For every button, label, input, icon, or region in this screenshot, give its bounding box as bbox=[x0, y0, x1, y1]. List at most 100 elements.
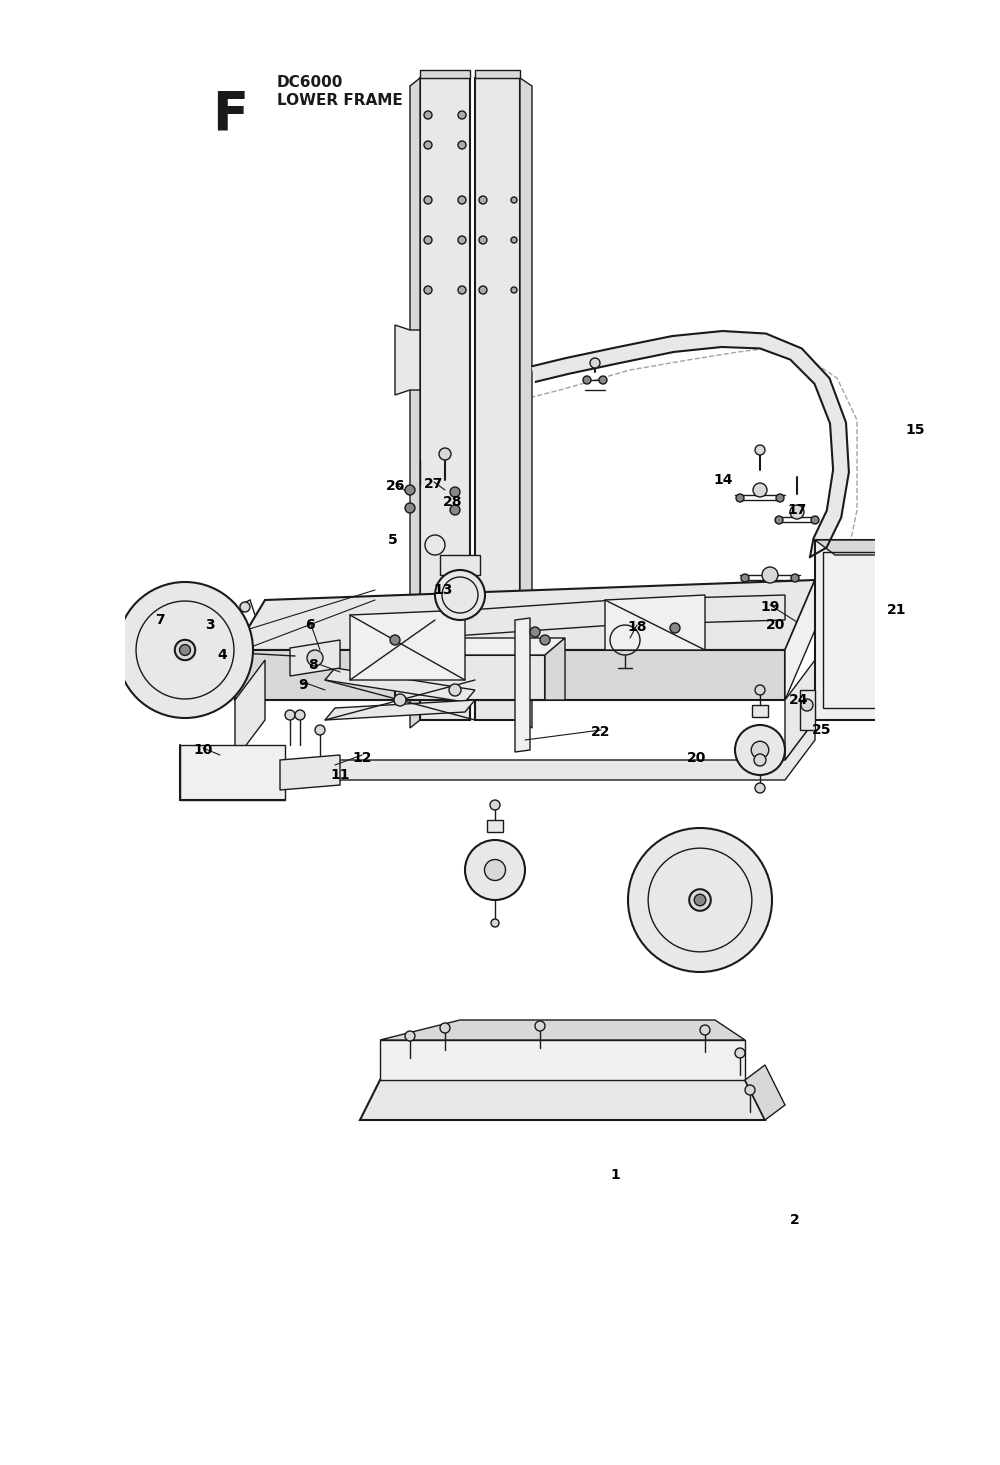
Circle shape bbox=[485, 860, 506, 880]
Circle shape bbox=[424, 196, 432, 204]
Circle shape bbox=[590, 357, 600, 368]
Circle shape bbox=[791, 574, 799, 582]
Circle shape bbox=[458, 141, 466, 149]
Circle shape bbox=[440, 1023, 450, 1033]
Circle shape bbox=[479, 286, 487, 294]
Circle shape bbox=[755, 686, 765, 694]
Polygon shape bbox=[785, 661, 815, 760]
Circle shape bbox=[583, 377, 591, 384]
Circle shape bbox=[458, 196, 466, 204]
Text: 19: 19 bbox=[760, 601, 780, 614]
Polygon shape bbox=[235, 719, 815, 779]
Text: 8: 8 bbox=[308, 658, 318, 672]
Polygon shape bbox=[487, 820, 503, 832]
Text: 27: 27 bbox=[424, 478, 444, 491]
Text: 9: 9 bbox=[298, 678, 308, 691]
Circle shape bbox=[458, 286, 466, 294]
Text: 5: 5 bbox=[388, 533, 398, 546]
Circle shape bbox=[694, 894, 706, 905]
Circle shape bbox=[405, 502, 415, 513]
Circle shape bbox=[240, 602, 250, 612]
Circle shape bbox=[755, 782, 765, 793]
Circle shape bbox=[424, 111, 432, 119]
Polygon shape bbox=[420, 78, 470, 719]
Text: 14: 14 bbox=[713, 473, 733, 486]
Circle shape bbox=[458, 111, 466, 119]
Circle shape bbox=[753, 483, 767, 497]
Circle shape bbox=[700, 1026, 710, 1034]
Text: 6: 6 bbox=[305, 618, 315, 631]
Text: 26: 26 bbox=[386, 479, 406, 494]
Circle shape bbox=[776, 494, 784, 502]
Polygon shape bbox=[325, 700, 475, 719]
Polygon shape bbox=[360, 1080, 765, 1121]
Polygon shape bbox=[815, 541, 905, 555]
Text: 4: 4 bbox=[217, 648, 227, 662]
Text: 7: 7 bbox=[155, 612, 165, 627]
Polygon shape bbox=[520, 78, 532, 728]
Text: 20: 20 bbox=[687, 752, 707, 765]
Polygon shape bbox=[785, 580, 815, 700]
Text: 2: 2 bbox=[790, 1213, 800, 1228]
Circle shape bbox=[479, 236, 487, 245]
Circle shape bbox=[490, 800, 500, 810]
Circle shape bbox=[450, 505, 460, 516]
Polygon shape bbox=[235, 661, 265, 760]
Circle shape bbox=[540, 634, 550, 645]
Polygon shape bbox=[420, 70, 470, 78]
Circle shape bbox=[751, 741, 769, 759]
Circle shape bbox=[689, 889, 711, 911]
Circle shape bbox=[530, 627, 540, 637]
Circle shape bbox=[405, 1031, 415, 1042]
Circle shape bbox=[458, 236, 466, 245]
Polygon shape bbox=[745, 1065, 785, 1121]
Text: 24: 24 bbox=[789, 693, 809, 708]
Polygon shape bbox=[475, 70, 520, 78]
Circle shape bbox=[307, 650, 323, 667]
Text: 28: 28 bbox=[443, 495, 463, 508]
Circle shape bbox=[175, 640, 195, 661]
Circle shape bbox=[394, 694, 406, 706]
Circle shape bbox=[511, 237, 517, 243]
Circle shape bbox=[535, 1021, 545, 1031]
Circle shape bbox=[511, 287, 517, 293]
Polygon shape bbox=[800, 690, 815, 730]
Polygon shape bbox=[475, 78, 520, 719]
Circle shape bbox=[479, 196, 487, 204]
Text: 10: 10 bbox=[193, 743, 213, 757]
Circle shape bbox=[811, 516, 819, 524]
Polygon shape bbox=[885, 541, 905, 735]
Text: 3: 3 bbox=[205, 618, 215, 631]
Polygon shape bbox=[395, 655, 545, 700]
Polygon shape bbox=[615, 595, 785, 626]
Polygon shape bbox=[815, 541, 885, 719]
Text: 22: 22 bbox=[591, 725, 611, 738]
Circle shape bbox=[736, 494, 744, 502]
Polygon shape bbox=[350, 609, 465, 680]
Circle shape bbox=[755, 445, 765, 456]
Polygon shape bbox=[235, 580, 815, 650]
Circle shape bbox=[425, 535, 445, 555]
Text: 15: 15 bbox=[905, 423, 925, 437]
Polygon shape bbox=[395, 601, 615, 640]
Text: 13: 13 bbox=[433, 583, 453, 598]
Circle shape bbox=[735, 725, 785, 775]
Polygon shape bbox=[380, 1020, 745, 1040]
Circle shape bbox=[465, 839, 525, 900]
Polygon shape bbox=[325, 668, 475, 702]
Circle shape bbox=[511, 196, 517, 204]
Text: 12: 12 bbox=[352, 752, 372, 765]
Text: 17: 17 bbox=[787, 502, 807, 517]
Circle shape bbox=[449, 684, 461, 696]
Circle shape bbox=[754, 754, 766, 766]
Circle shape bbox=[801, 699, 813, 711]
Circle shape bbox=[424, 236, 432, 245]
Circle shape bbox=[599, 377, 607, 384]
Polygon shape bbox=[440, 555, 480, 574]
Circle shape bbox=[628, 828, 772, 971]
Text: F: F bbox=[212, 88, 248, 141]
Text: 11: 11 bbox=[330, 768, 350, 782]
Circle shape bbox=[745, 1086, 755, 1094]
Circle shape bbox=[315, 725, 325, 735]
Circle shape bbox=[491, 919, 499, 927]
